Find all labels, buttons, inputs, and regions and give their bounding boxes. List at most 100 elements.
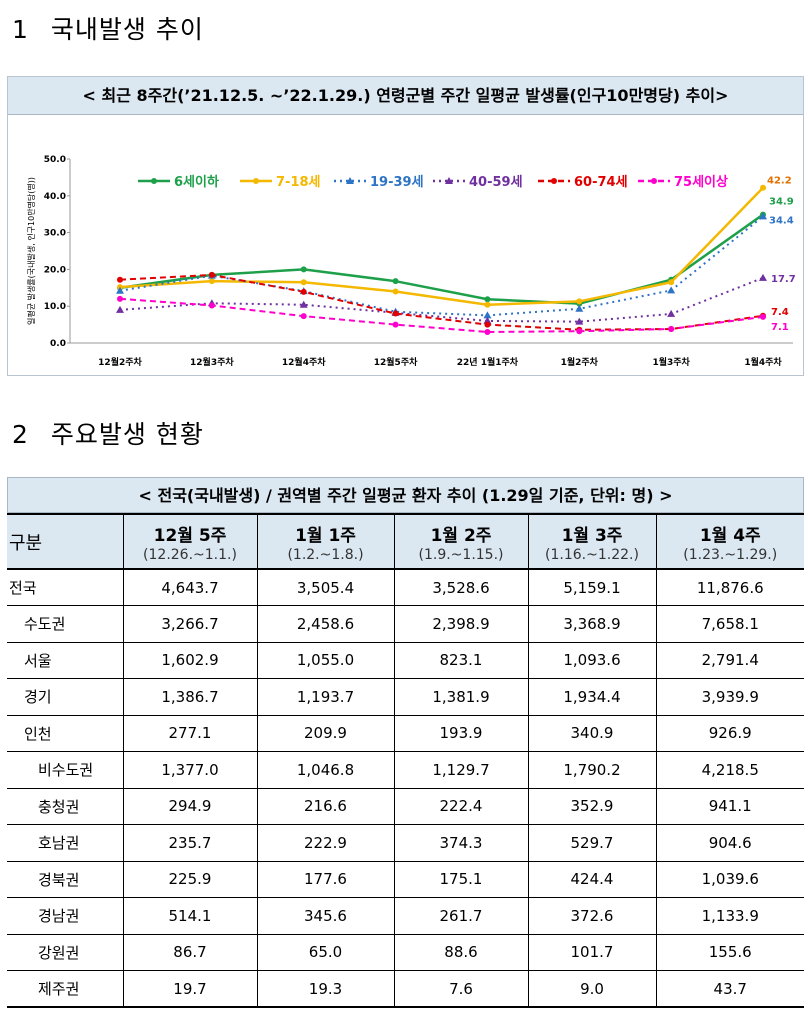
table-row: 수도권 3,266.7 2,458.6 2,398.9 3,368.9 7,658.1: [7, 605, 804, 643]
legend-item: 19-39세: [334, 175, 424, 190]
table-cell: 3,368.9: [527, 605, 656, 643]
data-point: [392, 321, 399, 328]
column-week: 1월 2주: [430, 525, 492, 546]
table-cell: 1,055.0: [256, 642, 394, 679]
data-point: [576, 298, 583, 305]
column-range: (12.26.~1.1.): [143, 546, 237, 563]
table-cell: 941.1: [655, 788, 804, 825]
data-point: [392, 310, 399, 317]
data-point: [484, 296, 491, 303]
column-header: 1월 4주 (1.23.~1.29.): [655, 513, 804, 570]
table-row: 서울 1,602.9 1,055.0 823.1 1,093.6 2,791.4: [7, 642, 804, 679]
column-header: 1월 2주 (1.9.~1.15.): [393, 513, 528, 570]
table-cell: 3,528.6: [393, 569, 528, 606]
series-line-19-39세: [119, 215, 764, 317]
y-axis-label: 일평균 발생률(국내발생, 인구10만명당(명)): [26, 177, 36, 325]
y-tick-label: 20.0: [44, 265, 66, 275]
data-point: [483, 311, 492, 319]
table-header-row: 구분 12월 5주 (12.26.~1.1.) 1월 1주 (1.2.~1.8.) 1월…: [7, 513, 804, 570]
end-value-label: 34.9: [769, 197, 794, 208]
table-cell: 529.7: [527, 824, 656, 862]
table-cell: 222.4: [393, 788, 528, 825]
row-label: 서울: [7, 642, 123, 679]
section-heading-trend: 1 국내발생 추이: [12, 10, 204, 46]
table-cell: 177.6: [256, 861, 394, 898]
legend-marker: [253, 178, 259, 184]
legend-marker: [346, 177, 354, 184]
data-point: [484, 321, 491, 328]
end-value-label: 17.7: [771, 274, 796, 285]
column-range: (1.9.~1.15.): [418, 546, 504, 563]
chart-panel: < 최근 8주간(’21.12.5. ~’22.1.29.) 연령군별 주간 일…: [7, 76, 804, 376]
data-point: [759, 273, 767, 281]
table-cell: 352.9: [527, 788, 656, 825]
end-value-label: 7.1: [771, 322, 789, 333]
series-line-60-74세: [119, 273, 764, 331]
table-row: 경기 1,386.7 1,193.7 1,381.9 1,934.4 3,939.9: [7, 678, 804, 716]
table-cell: 225.9: [122, 861, 257, 898]
column-week: 12월 5주: [153, 525, 227, 546]
table-cell: 5,159.1: [527, 569, 656, 606]
row-label: 강원권: [7, 934, 123, 971]
table-cell: 261.7: [393, 897, 528, 935]
table-cell: 1,093.6: [527, 642, 656, 679]
legend-label: 60-74세: [574, 175, 628, 190]
table-cell: 7.6: [393, 970, 528, 1008]
column-week: 1월 1주: [295, 525, 356, 546]
table-cell: 7,658.1: [655, 605, 804, 643]
regional-cases-table: 구분 12월 5주 (12.26.~1.1.) 1월 1주 (1.2.~1.8.) 1월…: [7, 513, 804, 1008]
y-tick-label: 50.0: [44, 155, 66, 165]
data-point: [575, 304, 584, 312]
section-number: 2: [12, 420, 29, 449]
data-point: [483, 316, 492, 324]
data-point: [668, 279, 675, 286]
table-cell: 4,218.5: [655, 751, 804, 789]
data-point: [208, 278, 215, 285]
table-row: 충청권 294.9 216.6 222.4 352.9 941.1: [7, 788, 804, 825]
legend-item: 75세이상: [638, 174, 728, 190]
data-point: [575, 317, 584, 325]
legend-label: 7-18세: [276, 175, 321, 190]
table-cell: 277.1: [122, 715, 257, 752]
legend-marker: [151, 178, 157, 184]
table-cell: 1,193.7: [256, 678, 394, 716]
x-tick-label: 1월2주차: [561, 356, 599, 368]
x-tick-label: 22년 1월1주차: [457, 356, 519, 368]
table-cell: 823.1: [393, 642, 528, 679]
data-point: [300, 279, 307, 286]
table-cell: 4,643.7: [122, 569, 257, 606]
data-point: [760, 313, 766, 320]
data-point: [667, 309, 676, 317]
table-cell: 88.6: [393, 934, 528, 971]
data-point: [208, 271, 215, 278]
y-tick-label: 30.0: [44, 229, 66, 239]
table-row: 강원권 86.7 65.0 88.6 101.7 155.6: [7, 934, 804, 971]
data-point: [484, 328, 491, 335]
table-cell: 2,458.6: [256, 605, 394, 643]
end-value-label: 7.4: [771, 307, 789, 318]
column-range: (1.2.~1.8.): [287, 546, 364, 563]
table-cell: 65.0: [256, 934, 394, 971]
table-cell: 1,381.9: [393, 678, 528, 716]
table-cell: 216.6: [256, 788, 394, 825]
legend-label: 6세이하: [174, 174, 219, 190]
table-row: 경남권 514.1 345.6 261.7 372.6 1,133.9: [7, 897, 804, 935]
y-tick-label: 40.0: [44, 192, 66, 202]
table-cell: 1,046.8: [256, 751, 394, 789]
column-week: 1월 3주: [561, 525, 623, 546]
end-value-label: 34.4: [769, 215, 794, 226]
series-line-6세이하: [119, 213, 764, 305]
table-row: 전국 4,643.7 3,505.4 3,528.6 5,159.1 11,876.6: [7, 569, 804, 606]
table-row: 경북권 225.9 177.6 175.1 424.4 1,039.6: [7, 861, 804, 898]
row-label: 충청권: [7, 788, 123, 825]
section-heading-status: 2 주요발생 현황: [12, 415, 204, 451]
data-point: [759, 212, 767, 220]
legend-item: 60-74세: [538, 175, 628, 190]
table-title: < 전국(국내발생) / 권역별 주간 일평균 환자 추이 (1.29일 기준,…: [7, 477, 804, 513]
data-point: [392, 278, 399, 285]
table-cell: 1,129.7: [393, 751, 528, 789]
row-label: 호남권: [7, 824, 123, 862]
chart-title: < 최근 8주간(’21.12.5. ~’22.1.29.) 연령군별 주간 일…: [8, 77, 803, 115]
section-number: 1: [12, 15, 29, 44]
row-label: 경기: [7, 678, 123, 716]
